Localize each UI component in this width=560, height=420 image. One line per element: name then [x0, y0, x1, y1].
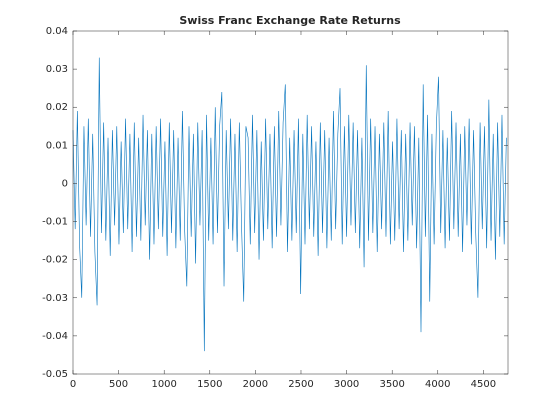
y-tick-label: 0.03	[46, 64, 68, 75]
y-tick-label: -0.01	[42, 217, 68, 228]
y-tick-label: 0.02	[46, 102, 68, 113]
x-tick-label: 1000	[151, 379, 176, 390]
y-tick-label: -0.03	[42, 293, 68, 304]
y-tick-label: -0.02	[42, 255, 68, 266]
y-tick-label: -0.05	[42, 369, 68, 380]
x-tick-label: 4000	[425, 379, 450, 390]
x-tick-label: 3000	[334, 379, 359, 390]
x-tick-label: 0	[70, 379, 76, 390]
data-line	[72, 57, 507, 352]
x-tick-label: 4500	[471, 379, 496, 390]
x-tick-label: 1500	[197, 379, 222, 390]
y-tick-label: 0	[62, 178, 68, 189]
x-tick-label: 500	[109, 379, 128, 390]
chart-title: Swiss Franc Exchange Rate Returns	[179, 14, 401, 27]
y-tick-label: 0.04	[46, 26, 68, 37]
y-tick-label: -0.04	[42, 331, 68, 342]
axes-box	[72, 30, 509, 375]
x-tick-label: 2000	[243, 379, 268, 390]
x-tick-label: 3500	[379, 379, 404, 390]
x-tick-label: 2500	[288, 379, 313, 390]
y-tick-label: 0.01	[46, 140, 68, 151]
